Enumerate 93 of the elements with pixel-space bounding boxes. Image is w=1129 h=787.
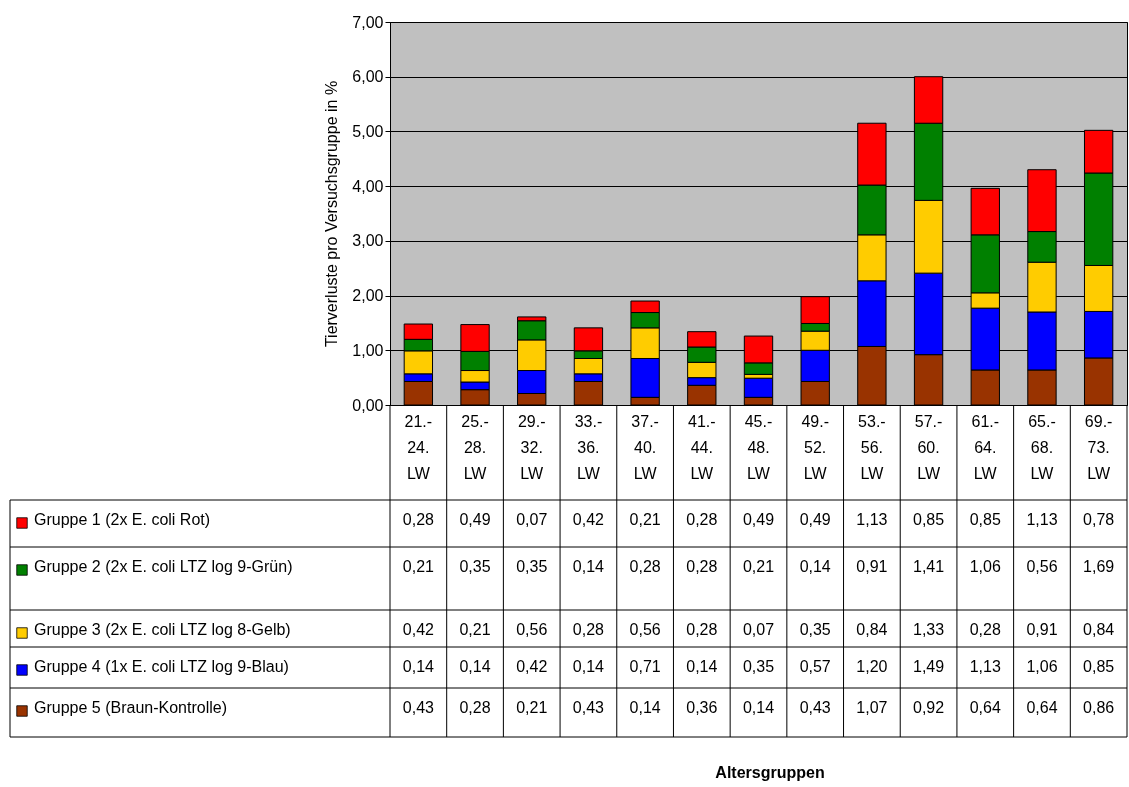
y-tick-label: 6,00 (352, 68, 384, 86)
data-label: 0,64 (969, 699, 1001, 716)
data-label: 0,91 (1026, 621, 1058, 638)
y-tick-label: 7,00 (352, 13, 384, 31)
data-label: 1,13 (856, 511, 888, 528)
data-label: 0,14 (742, 699, 775, 716)
x-tick-label: 53.- 56. LW (858, 412, 886, 482)
legend-label: Gruppe 1 (2x E. coli Rot) (34, 511, 211, 528)
y-tick-label: 1,00 (352, 341, 384, 359)
data-label: 1,13 (969, 658, 1001, 675)
data-label: 1,33 (913, 621, 945, 638)
x-tick-label: 29.- 32. LW (517, 412, 546, 482)
y-axis-title: Tierverluste pro Versuchsgruppe in % (323, 80, 341, 348)
data-label: 0,28 (686, 621, 718, 638)
data-label: 0,42 (402, 621, 435, 638)
data-label: 0,85 (913, 511, 945, 528)
x-tick-label: 21.- 24. LW (404, 412, 433, 482)
data-label: 0,84 (1083, 621, 1115, 638)
data-label: 0,35 (799, 621, 831, 638)
data-label: 0,14 (402, 658, 435, 675)
data-label: 0,85 (969, 511, 1001, 528)
x-tick-label: 33.- 36. LW (574, 412, 603, 482)
data-label: 0,14 (572, 558, 605, 575)
data-label: 0,71 (629, 658, 661, 675)
x-tick-label: 41.- 44. LW (688, 412, 716, 482)
y-tick-label: 0,00 (352, 396, 384, 414)
text: Altersgruppen (715, 764, 825, 781)
data-label: 0,21 (402, 558, 435, 575)
data-label: 0,35 (742, 658, 775, 675)
data-label: 0,14 (799, 558, 831, 575)
data-label: 1,20 (856, 658, 888, 675)
data-label: 0,14 (686, 658, 718, 675)
y-tick-label: 4,00 (352, 177, 384, 195)
data-label: 1,41 (913, 558, 945, 575)
data-label: 0,42 (572, 511, 605, 528)
legend-label: Gruppe 3 (2x E. coli LTZ log 8-Gelb) (34, 621, 291, 638)
data-label: 0,84 (856, 621, 888, 638)
x-tick-label: 57.- 60. LW (914, 412, 943, 482)
data-label: 1,06 (969, 558, 1001, 575)
data-label: 0,28 (686, 511, 718, 528)
y-tick-label: 3,00 (352, 232, 384, 250)
data-label: 0,43 (799, 699, 831, 716)
data-label: 0,28 (686, 558, 718, 575)
data-label: 0,21 (629, 511, 661, 528)
data-label: 0,78 (1083, 511, 1115, 528)
data-label: 0,64 (1026, 699, 1058, 716)
data-label: 0,86 (1083, 699, 1115, 716)
data-label: 1,69 (1083, 558, 1115, 575)
data-label: 1,06 (1026, 658, 1058, 675)
data-label: 0,14 (459, 658, 491, 675)
data-label: 0,43 (572, 699, 605, 716)
x-tick-label: 37.- 40. LW (631, 412, 659, 482)
y-tick-label: 2,00 (352, 287, 384, 305)
data-label: 0,56 (516, 621, 548, 638)
data-label: 0,21 (516, 699, 548, 716)
data-label: 0,28 (402, 511, 435, 528)
x-tick-label: 45.- 48. LW (744, 412, 773, 482)
data-label: 0,36 (686, 699, 718, 716)
data-label: 0,14 (572, 658, 605, 675)
data-label: 1,13 (1026, 511, 1058, 528)
x-tick-label: 25.- 28. LW (461, 412, 489, 482)
data-label: 0,42 (516, 658, 548, 675)
data-label: 0,35 (459, 558, 491, 575)
data-label: 0,21 (459, 621, 491, 638)
legend-label: Gruppe 2 (2x E. coli LTZ log 9-Grün) (34, 558, 293, 575)
data-label: 0,85 (1083, 658, 1115, 675)
y-tick-label: 5,00 (352, 122, 384, 140)
data-label: 0,28 (629, 558, 661, 575)
data-label: 0,92 (913, 699, 945, 716)
data-label: 0,49 (742, 511, 775, 528)
x-tick-label: 61.- 64. LW (971, 412, 1000, 482)
data-label: 0,07 (742, 621, 775, 638)
data-label: 0,57 (799, 658, 831, 675)
x-tick-label: 65.- 68. LW (1028, 412, 1056, 482)
data-label: 1,49 (913, 658, 945, 675)
legend-label: Gruppe 4 (1x E. coli LTZ log 9-Blau) (34, 658, 289, 675)
data-label: 0,28 (572, 621, 605, 638)
x-tick-label: 69.- 73. LW (1084, 412, 1113, 482)
data-label: 0,07 (516, 511, 548, 528)
data-label: 1,07 (856, 699, 888, 716)
data-label: 0,56 (629, 621, 661, 638)
data-label: 0,49 (799, 511, 831, 528)
data-label: 0,49 (459, 511, 491, 528)
data-label: 0,43 (402, 699, 435, 716)
x-tick-label: 49.- 52. LW (801, 412, 829, 482)
data-label: 0,21 (742, 558, 775, 575)
data-label: 0,91 (856, 558, 888, 575)
data-label: 0,14 (629, 699, 661, 716)
data-label: 0,35 (516, 558, 548, 575)
legend-label: Gruppe 5 (Braun-Kontrolle) (34, 699, 227, 716)
data-label: 0,28 (459, 699, 491, 716)
data-label: 0,28 (969, 621, 1001, 638)
data-label: 0,56 (1026, 558, 1058, 575)
